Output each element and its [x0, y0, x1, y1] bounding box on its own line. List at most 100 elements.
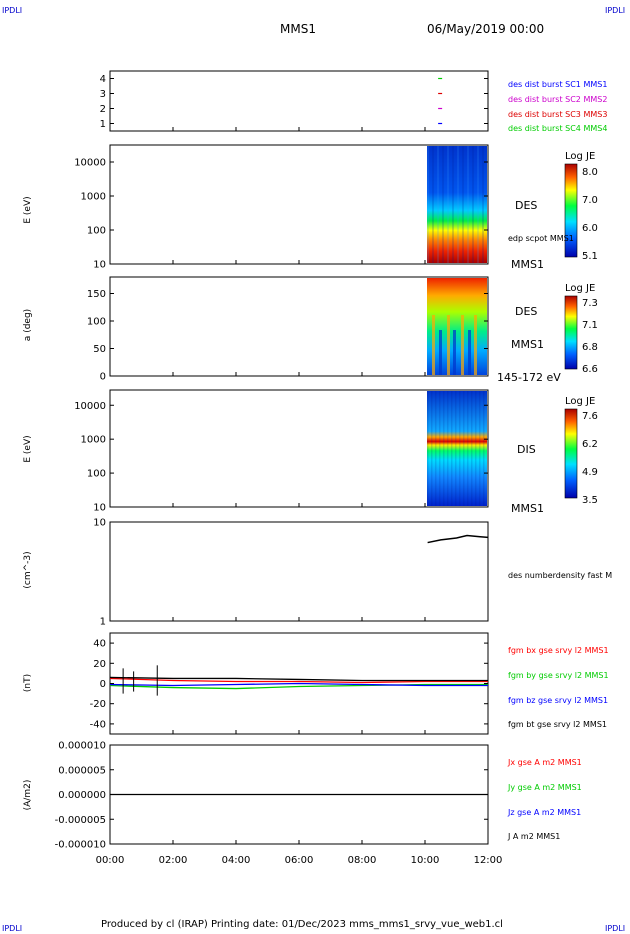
dis-energy-spectrogram	[427, 391, 487, 506]
p6-ytick: 20	[93, 659, 106, 670]
label-dis: DIS	[517, 443, 536, 456]
dis-column	[451, 391, 453, 506]
ylabel-panel3: a (deg)	[23, 308, 33, 342]
corner-tr: IPDLI	[605, 6, 626, 15]
ylabel-panel5: (cm^-3)	[23, 551, 33, 589]
label-energy-range: 145-172 eV	[497, 371, 561, 384]
des-column	[477, 146, 479, 263]
p7-ytick: -0.000005	[55, 815, 106, 826]
cb2-tick: 6.8	[582, 342, 598, 353]
p5-ytick: 1	[100, 617, 106, 628]
legend-j: J A m2 MMS1	[508, 832, 561, 841]
dis-column	[479, 391, 481, 506]
legend-density: des numberdensity fast M	[508, 571, 613, 580]
p1-ytick: 1	[100, 119, 106, 130]
colorbar-2	[564, 295, 578, 370]
pitch-column	[432, 315, 435, 375]
x-tick-label: 02:00	[159, 855, 188, 866]
cb1-tick: 5.1	[582, 251, 598, 262]
x-tick-label: 12:00	[474, 855, 503, 866]
cb3-tick: 7.6	[582, 411, 598, 422]
des-column	[437, 146, 439, 263]
p4-ytick: 1000	[81, 435, 106, 446]
pitch-column	[461, 315, 464, 375]
p1-ytick: 3	[100, 89, 106, 100]
des-column	[482, 146, 484, 263]
magnetic-field-series	[109, 665, 488, 696]
dis-energy-texture	[427, 391, 485, 506]
legend-sc1: des dist burst SC1 MMS1	[508, 80, 608, 89]
p2-ytick: 10	[93, 260, 106, 271]
des-column	[442, 146, 444, 263]
des-energy-texture	[427, 146, 484, 263]
dis-column	[471, 391, 473, 506]
density-line	[427, 534, 489, 544]
p4-ytick: 10000	[74, 401, 106, 412]
corner-br: IPDLI	[605, 924, 626, 933]
des-column	[457, 146, 459, 263]
x-tick-label: 04:00	[222, 855, 251, 866]
footer-text: Produced by cl (IRAP) Printing date: 01/…	[101, 919, 503, 930]
cb2-title: Log JE	[565, 283, 596, 294]
p3-ytick: 150	[87, 289, 106, 300]
label-mms1-2: MMS1	[511, 258, 544, 271]
cb1-tick: 8.0	[582, 167, 598, 178]
pitch-column	[447, 315, 450, 375]
label-scpot: edp scpot MMS1	[508, 234, 574, 243]
pitch-column	[453, 330, 456, 375]
ylabel-panel2: E (eV)	[23, 196, 33, 224]
p7-ytick: -0.000010	[55, 840, 106, 851]
p3-ytick: 100	[87, 317, 106, 328]
colorbar-1	[564, 163, 578, 258]
dis-column	[467, 391, 469, 506]
des-pitch-spectrogram	[427, 278, 487, 375]
density-series	[427, 534, 489, 544]
cb2-tick: 7.1	[582, 320, 598, 331]
x-tick-label: 08:00	[348, 855, 377, 866]
p2-ytick: 10000	[74, 158, 106, 169]
corner-bl: IPDLI	[2, 924, 23, 933]
legend-bx: fgm bx gse srvy l2 MMS1	[508, 646, 609, 655]
legend-bz: fgm bz gse srvy l2 MMS1	[508, 696, 609, 705]
legend-jz: Jz gse A m2 MMS1	[508, 808, 582, 817]
dis-column	[455, 391, 457, 506]
des-energy-spectrogram	[427, 146, 487, 263]
legend-sc4: des dist burst SC4 MMS4	[508, 124, 608, 133]
pitch-column	[439, 330, 442, 375]
pitch-column	[468, 330, 471, 375]
p4-ytick: 100	[87, 469, 106, 480]
des-column	[432, 146, 434, 263]
dis-column	[427, 391, 429, 506]
legend-sc2: des dist burst SC2 MMS2	[508, 95, 608, 104]
burst-markers	[438, 77, 443, 125]
legend-jy: Jy gse A m2 MMS1	[508, 783, 582, 792]
panel-frame-5	[109, 521, 489, 622]
x-tick-label: 10:00	[411, 855, 440, 866]
p6-ytick: -20	[90, 699, 106, 710]
colorbar-3	[564, 408, 578, 499]
dis-column	[463, 391, 465, 506]
axes-ticks: 1234101001000100001010010001000005010015…	[55, 74, 503, 866]
cb3-title: Log JE	[565, 396, 596, 407]
p3-ytick: 0	[100, 372, 106, 383]
des-column	[452, 146, 454, 263]
ylabel-panel6: (nT)	[23, 673, 33, 693]
p7-ytick: 0.000000	[58, 790, 106, 801]
label-des-2: DES	[515, 305, 538, 318]
legend-bt: fgm bt gse srvy l2 MMS1	[508, 720, 607, 729]
label-mms1-4: MMS1	[511, 502, 544, 515]
panel-frame-1	[109, 70, 489, 132]
des-column	[427, 146, 429, 263]
p4-ytick: 10	[93, 503, 106, 514]
dis-column	[431, 391, 433, 506]
cb2-tick: 7.3	[582, 298, 598, 309]
p1-ytick: 2	[100, 104, 106, 115]
label-des-1: DES	[515, 199, 538, 212]
p6-ytick: 40	[93, 639, 106, 650]
p3-ytick: 50	[93, 344, 106, 355]
des-column	[472, 146, 474, 263]
cb3-tick: 4.9	[582, 467, 598, 478]
dis-column	[435, 391, 437, 506]
b-line-3	[109, 676, 488, 682]
cb2-tick: 6.6	[582, 364, 598, 375]
